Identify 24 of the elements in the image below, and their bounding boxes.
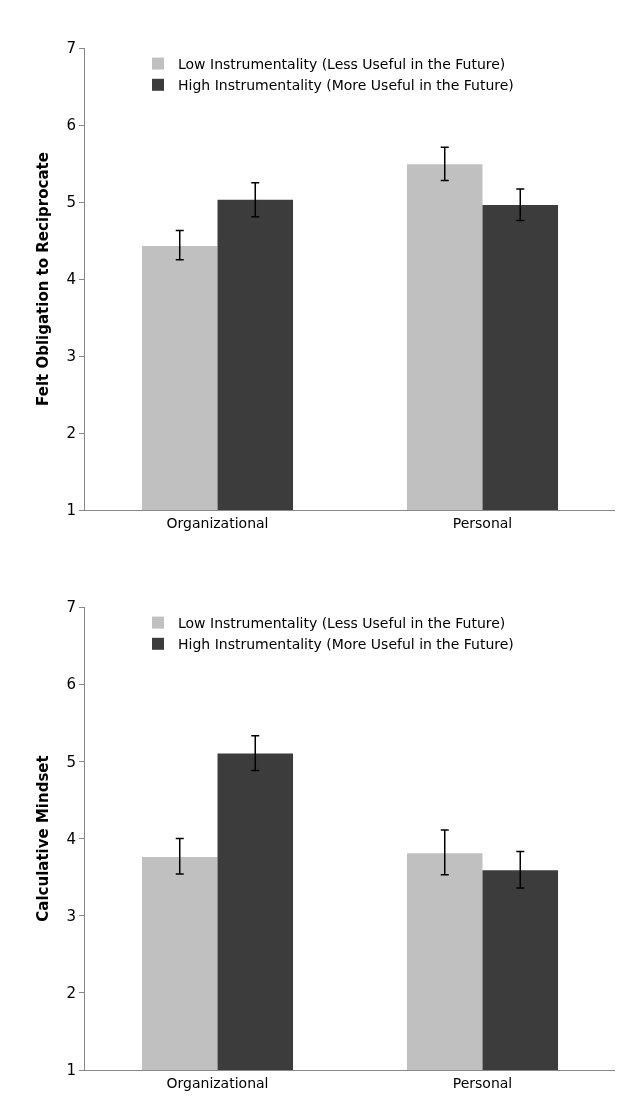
legend-label: High Instrumentality (More Useful in the Future) <box>178 636 514 653</box>
y-tick-label: 2 <box>66 984 76 1003</box>
x-tick-label: Organizational <box>166 1074 269 1091</box>
y-axis-title: Calculative Mindset <box>33 755 52 922</box>
legend-label: High Instrumentality (More Useful in the Future) <box>178 77 514 94</box>
y-tick-label: 6 <box>66 675 76 694</box>
legend-label: Low Instrumentality (Less Useful in the Future) <box>178 56 506 73</box>
y-tick-label: 5 <box>66 752 76 771</box>
y-tick-label: 3 <box>66 347 76 366</box>
y-tick-label: 1 <box>66 501 76 520</box>
y-tick-label: 3 <box>66 906 76 925</box>
y-tick-label: 6 <box>66 116 76 135</box>
y-axis-title: Felt Obligation to Reciprocate <box>33 152 52 406</box>
y-tick-label: 7 <box>66 598 76 617</box>
y-tick-label: 4 <box>66 829 76 848</box>
y-tick-label: 4 <box>66 270 76 289</box>
y-tick-label: 2 <box>66 424 76 443</box>
x-tick-label: Personal <box>452 514 513 531</box>
x-tick-label: Personal <box>452 1074 513 1091</box>
y-tick-label: 5 <box>66 193 76 212</box>
y-tick-label: 7 <box>66 39 76 58</box>
legend-label: Low Instrumentality (Less Useful in the Future) <box>178 615 506 632</box>
y-tick-label: 1 <box>66 1061 76 1080</box>
x-tick-label: Organizational <box>166 514 269 531</box>
